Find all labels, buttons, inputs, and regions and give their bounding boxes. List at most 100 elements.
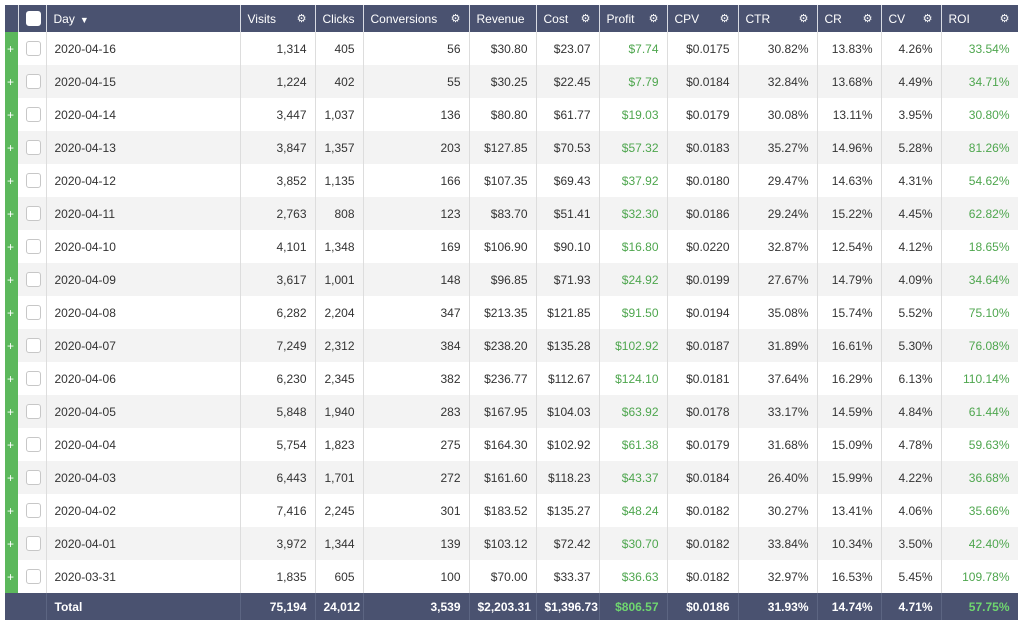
- plus-icon[interactable]: +: [5, 461, 18, 494]
- cell-clicks: 402: [315, 65, 364, 98]
- plus-icon[interactable]: +: [5, 560, 18, 593]
- row-checkbox[interactable]: [26, 305, 41, 321]
- cell-conversions: 283: [363, 395, 470, 428]
- row-checkbox[interactable]: [26, 74, 41, 90]
- col-header-clicks[interactable]: Clicks: [315, 5, 364, 32]
- row-checkbox[interactable]: [26, 107, 41, 123]
- row-checkbox[interactable]: [26, 503, 41, 519]
- cell-cr: 13.41%: [817, 494, 882, 527]
- total-roi: 57.75%: [941, 593, 1018, 620]
- table-row: +2020-04-01 3,972 1,344 139 $103.12 $72.42 $30…: [5, 527, 1018, 560]
- plus-icon[interactable]: +: [5, 329, 18, 362]
- select-all-checkbox[interactable]: [25, 11, 41, 27]
- gear-icon[interactable]: ⚙: [922, 13, 933, 25]
- cell-visits: 5,754: [240, 428, 316, 461]
- cell-roi: 61.44%: [941, 395, 1018, 428]
- cell-profit: $124.10: [599, 362, 668, 395]
- total-ctr: 31.93%: [738, 593, 818, 620]
- gear-icon[interactable]: ⚙: [648, 13, 659, 25]
- cell-roi: 75.10%: [941, 296, 1018, 329]
- row-checkbox[interactable]: [26, 272, 41, 288]
- gear-icon[interactable]: ⚙: [296, 13, 307, 25]
- cell-cr: 15.09%: [817, 428, 882, 461]
- cell-cv: 3.95%: [881, 98, 942, 131]
- row-checkbox[interactable]: [26, 206, 41, 222]
- cell-revenue: $70.00: [469, 560, 537, 593]
- cell-cost: $121.85: [536, 296, 600, 329]
- col-header-day[interactable]: Day ▼: [46, 5, 241, 32]
- gear-icon[interactable]: ⚙: [580, 13, 591, 25]
- gear-icon[interactable]: ⚙: [999, 13, 1010, 25]
- col-header-visits[interactable]: Visits ⚙: [240, 5, 316, 32]
- cell-revenue: $83.70: [469, 197, 537, 230]
- plus-icon[interactable]: +: [5, 197, 18, 230]
- gear-icon[interactable]: ⚙: [450, 13, 461, 25]
- row-checkbox[interactable]: [26, 239, 41, 255]
- col-header-profit-label: Profit: [606, 11, 635, 26]
- plus-icon[interactable]: +: [5, 527, 18, 560]
- row-checkbox[interactable]: [26, 338, 41, 354]
- gear-icon[interactable]: ⚙: [862, 13, 873, 25]
- plus-icon[interactable]: +: [5, 263, 18, 296]
- plus-icon[interactable]: +: [5, 296, 18, 329]
- plus-icon[interactable]: +: [5, 395, 18, 428]
- row-checkbox[interactable]: [26, 470, 41, 486]
- plus-icon[interactable]: +: [5, 494, 18, 527]
- gear-icon[interactable]: ⚙: [798, 13, 809, 25]
- cell-cv: 6.13%: [881, 362, 942, 395]
- plus-icon[interactable]: +: [5, 362, 18, 395]
- col-header-revenue[interactable]: Revenue: [469, 5, 537, 32]
- cell-visits: 7,249: [240, 329, 316, 362]
- cell-day: 2020-04-04: [46, 428, 241, 461]
- col-header-cr[interactable]: CR ⚙: [817, 5, 882, 32]
- row-checkbox[interactable]: [26, 569, 41, 585]
- row-checkbox[interactable]: [26, 173, 41, 189]
- cell-conversions: 100: [363, 560, 470, 593]
- cell-conversions: 203: [363, 131, 470, 164]
- total-conversions: 3,539: [363, 593, 470, 620]
- cell-day: 2020-04-11: [46, 197, 241, 230]
- gear-icon[interactable]: ⚙: [719, 13, 730, 25]
- plus-icon[interactable]: +: [5, 428, 18, 461]
- plus-icon[interactable]: +: [5, 164, 18, 197]
- cell-conversions: 382: [363, 362, 470, 395]
- cell-cv: 5.45%: [881, 560, 942, 593]
- col-header-cpv[interactable]: CPV ⚙: [667, 5, 739, 32]
- cell-cr: 14.79%: [817, 263, 882, 296]
- cell-cv: 4.78%: [881, 428, 942, 461]
- row-checkbox[interactable]: [26, 371, 41, 387]
- plus-icon[interactable]: +: [5, 65, 18, 98]
- cell-revenue: $107.35: [469, 164, 537, 197]
- row-checkbox[interactable]: [26, 404, 41, 420]
- cell-day: 2020-03-31: [46, 560, 241, 593]
- row-checkbox[interactable]: [26, 437, 41, 453]
- cell-day: 2020-04-13: [46, 131, 241, 164]
- cell-clicks: 2,312: [315, 329, 364, 362]
- cell-cost: $135.28: [536, 329, 600, 362]
- col-header-profit[interactable]: Profit ⚙: [599, 5, 668, 32]
- plus-icon[interactable]: +: [5, 131, 18, 164]
- cell-visits: 3,852: [240, 164, 316, 197]
- row-select-cell: [18, 527, 47, 560]
- col-header-conversions[interactable]: Conversions ⚙: [363, 5, 470, 32]
- col-header-ctr[interactable]: CTR ⚙: [738, 5, 818, 32]
- table-row: +2020-04-03 6,443 1,701 272 $161.60 $118.23 $4…: [5, 461, 1018, 494]
- col-header-cv[interactable]: CV ⚙: [881, 5, 942, 32]
- col-header-cost[interactable]: Cost ⚙: [536, 5, 600, 32]
- cell-ctr: 32.87%: [738, 230, 818, 263]
- row-checkbox[interactable]: [26, 41, 41, 57]
- cell-conversions: 56: [363, 32, 470, 65]
- cell-ctr: 31.68%: [738, 428, 818, 461]
- cell-day: 2020-04-09: [46, 263, 241, 296]
- plus-icon[interactable]: +: [5, 98, 18, 131]
- plus-icon[interactable]: +: [5, 32, 18, 65]
- cell-roi: 34.71%: [941, 65, 1018, 98]
- cell-profit: $57.32: [599, 131, 668, 164]
- row-checkbox[interactable]: [26, 140, 41, 156]
- caret-down-icon[interactable]: ▼: [79, 14, 89, 25]
- header-expander-spacer: [5, 5, 19, 32]
- col-header-roi[interactable]: ROI ⚙: [941, 5, 1018, 32]
- plus-icon[interactable]: +: [5, 230, 18, 263]
- row-checkbox[interactable]: [26, 536, 41, 552]
- cell-revenue: $80.80: [469, 98, 537, 131]
